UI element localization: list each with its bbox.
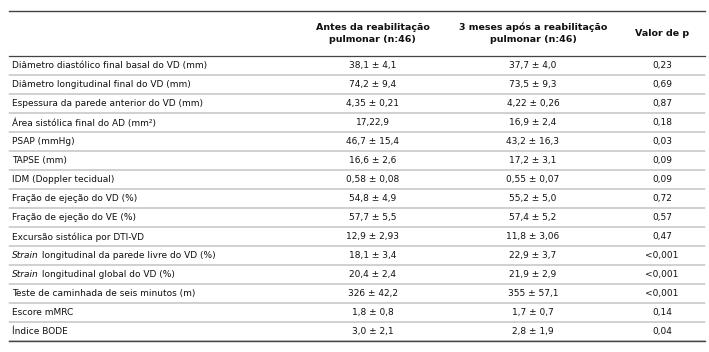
Text: Valor de p: Valor de p: [635, 29, 689, 38]
Text: 0,58 ± 0,08: 0,58 ± 0,08: [346, 175, 399, 184]
Text: Índice BODE: Índice BODE: [12, 327, 68, 337]
Text: 4,22 ± 0,26: 4,22 ± 0,26: [507, 99, 559, 108]
Text: 0,18: 0,18: [652, 118, 672, 127]
Text: 1,8 ± 0,8: 1,8 ± 0,8: [352, 308, 393, 318]
Text: Espessura da parede anterior do VD (mm): Espessura da parede anterior do VD (mm): [12, 99, 203, 108]
Text: Fração de ejeção do VE (%): Fração de ejeção do VE (%): [12, 213, 136, 222]
Text: 37,7 ± 4,0: 37,7 ± 4,0: [509, 61, 557, 70]
Text: 55,2 ± 5,0: 55,2 ± 5,0: [509, 194, 557, 203]
Text: Antes da reabilitação
pulmonar (n:46): Antes da reabilitação pulmonar (n:46): [316, 23, 430, 44]
Text: 17,22,9: 17,22,9: [356, 118, 390, 127]
Text: 74,2 ± 9,4: 74,2 ± 9,4: [349, 80, 396, 89]
Text: IDM (Doppler tecidual): IDM (Doppler tecidual): [12, 175, 114, 184]
Text: Área sistólica final do AD (mm²): Área sistólica final do AD (mm²): [12, 118, 156, 127]
Text: 0,55 ± 0,07: 0,55 ± 0,07: [506, 175, 559, 184]
Text: 355 ± 57,1: 355 ± 57,1: [508, 289, 558, 298]
Text: longitudinal da parede livre do VD (%): longitudinal da parede livre do VD (%): [39, 251, 216, 260]
Text: Diâmetro longitudinal final do VD (mm): Diâmetro longitudinal final do VD (mm): [12, 80, 191, 89]
Text: longitudinal global do VD (%): longitudinal global do VD (%): [39, 270, 174, 279]
Text: 21,9 ± 2,9: 21,9 ± 2,9: [509, 270, 557, 279]
Text: 18,1 ± 3,4: 18,1 ± 3,4: [349, 251, 396, 260]
Text: TAPSE (mm): TAPSE (mm): [12, 156, 67, 165]
Text: 12,9 ± 2,93: 12,9 ± 2,93: [346, 232, 399, 241]
Text: 38,1 ± 4,1: 38,1 ± 4,1: [349, 61, 396, 70]
Text: 54,8 ± 4,9: 54,8 ± 4,9: [349, 194, 396, 203]
Text: Fração de ejeção do VD (%): Fração de ejeção do VD (%): [12, 194, 138, 203]
Text: Strain: Strain: [12, 251, 39, 260]
Text: <0,001: <0,001: [645, 289, 679, 298]
Text: Excursão sistólica por DTI-VD: Excursão sistólica por DTI-VD: [12, 232, 144, 241]
Text: <0,001: <0,001: [645, 270, 679, 279]
Text: 0,14: 0,14: [652, 308, 672, 318]
Text: 3,0 ± 2,1: 3,0 ± 2,1: [352, 327, 393, 337]
Text: 326 ± 42,2: 326 ± 42,2: [347, 289, 398, 298]
Text: 1,7 ± 0,7: 1,7 ± 0,7: [512, 308, 554, 318]
Text: 16,9 ± 2,4: 16,9 ± 2,4: [509, 118, 557, 127]
Text: 0,69: 0,69: [652, 80, 672, 89]
Text: 0,09: 0,09: [652, 175, 672, 184]
Text: <0,001: <0,001: [645, 251, 679, 260]
Text: 0,23: 0,23: [652, 61, 672, 70]
Text: Escore mMRC: Escore mMRC: [12, 308, 73, 318]
Text: 57,7 ± 5,5: 57,7 ± 5,5: [349, 213, 396, 222]
Text: Strain: Strain: [12, 270, 39, 279]
Text: 0,09: 0,09: [652, 156, 672, 165]
Text: 73,5 ± 9,3: 73,5 ± 9,3: [509, 80, 557, 89]
Text: 11,8 ± 3,06: 11,8 ± 3,06: [506, 232, 559, 241]
Text: 4,35 ± 0,21: 4,35 ± 0,21: [346, 99, 399, 108]
Text: 16,6 ± 2,6: 16,6 ± 2,6: [349, 156, 396, 165]
Text: 0,72: 0,72: [652, 194, 672, 203]
Text: Diâmetro diastólico final basal do VD (mm): Diâmetro diastólico final basal do VD (m…: [12, 61, 207, 70]
Text: 3 meses após a reabilitação
pulmonar (n:46): 3 meses após a reabilitação pulmonar (n:…: [459, 23, 607, 44]
Text: 0,87: 0,87: [652, 99, 672, 108]
Text: 2,8 ± 1,9: 2,8 ± 1,9: [512, 327, 554, 337]
Text: 46,7 ± 15,4: 46,7 ± 15,4: [346, 137, 399, 146]
Text: 22,9 ± 3,7: 22,9 ± 3,7: [509, 251, 557, 260]
Text: 0,47: 0,47: [652, 232, 672, 241]
Text: 0,03: 0,03: [652, 137, 672, 146]
Text: PSAP (mmHg): PSAP (mmHg): [12, 137, 74, 146]
Text: 43,2 ± 16,3: 43,2 ± 16,3: [506, 137, 559, 146]
Text: Teste de caminhada de seis minutos (m): Teste de caminhada de seis minutos (m): [12, 289, 196, 298]
Text: 0,57: 0,57: [652, 213, 672, 222]
Text: 57,4 ± 5,2: 57,4 ± 5,2: [509, 213, 557, 222]
Text: 20,4 ± 2,4: 20,4 ± 2,4: [349, 270, 396, 279]
Text: 0,04: 0,04: [652, 327, 672, 337]
Text: 17,2 ± 3,1: 17,2 ± 3,1: [509, 156, 557, 165]
